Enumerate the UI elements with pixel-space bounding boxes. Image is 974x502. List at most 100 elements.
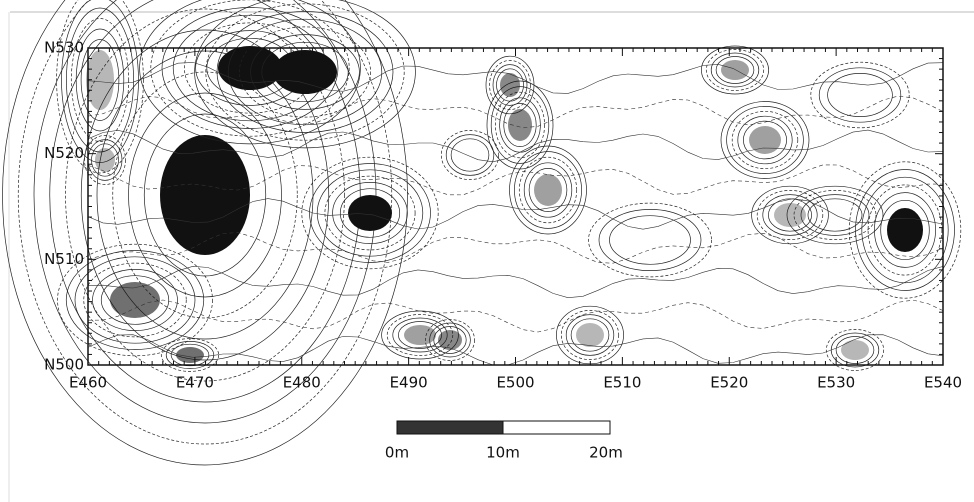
contour [205, 3, 405, 141]
contour [74, 256, 196, 344]
contour [301, 156, 439, 270]
anomaly-core [508, 109, 532, 141]
contour [80, 39, 120, 121]
y-label: N530 [44, 39, 84, 57]
contour [731, 110, 799, 170]
contour-line [87, 198, 944, 230]
contour [261, 41, 349, 103]
contour [523, 162, 573, 218]
scale-label: 20m [589, 444, 623, 462]
contour [250, 34, 360, 110]
contour [848, 161, 962, 299]
contour [786, 185, 884, 245]
anomaly-core [534, 174, 562, 206]
contour [92, 269, 178, 331]
contour [339, 188, 401, 238]
contour [440, 130, 500, 180]
contour [827, 73, 893, 117]
contour [825, 329, 885, 371]
anomaly-core [576, 323, 604, 347]
contour [560, 310, 620, 360]
contour [768, 198, 812, 232]
contour [880, 199, 930, 261]
contour [80, 29, 330, 361]
anomaly-core [273, 50, 337, 94]
contour [762, 194, 818, 236]
x-label: E510 [603, 374, 641, 392]
anomaly-core [500, 73, 520, 97]
contour [737, 115, 793, 165]
contour [84, 135, 126, 185]
anomaly-core [95, 148, 115, 172]
contour [495, 91, 545, 159]
contour-line [87, 164, 944, 196]
contour [96, 50, 314, 340]
contour [161, 7, 339, 129]
contour [490, 86, 550, 164]
contour-line [87, 95, 944, 129]
contour-line [87, 232, 944, 264]
y-label: N510 [44, 250, 84, 268]
contour [810, 61, 910, 129]
anomaly-core [841, 340, 869, 360]
contour [509, 145, 587, 235]
contour [227, 18, 383, 126]
anomaly-core [176, 347, 204, 363]
contour [710, 52, 760, 88]
contour [112, 71, 298, 319]
anomaly-core [348, 195, 392, 231]
anomaly-core [110, 282, 160, 318]
anomaly-core [86, 50, 114, 110]
anomaly-core [774, 203, 806, 227]
contour [496, 68, 524, 102]
contour [818, 67, 902, 123]
contour [324, 175, 416, 251]
contour [433, 326, 467, 354]
contour [565, 314, 615, 356]
contour [598, 209, 702, 271]
contour-line [87, 265, 944, 299]
contour [450, 138, 490, 172]
contour [874, 192, 936, 268]
contour [91, 143, 119, 177]
contour [170, 343, 210, 367]
scale-label: 0m [385, 444, 409, 462]
contour [66, 7, 134, 153]
contour [726, 106, 804, 174]
scale-label: 10m [486, 444, 520, 462]
contour-line [87, 299, 944, 333]
anomaly-core [438, 330, 462, 350]
contour [100, 275, 170, 325]
scale-bar-dark [396, 420, 504, 435]
x-label: E490 [390, 374, 428, 392]
anomaly-core [160, 135, 250, 255]
contour [70, 18, 130, 142]
x-label: E530 [817, 374, 855, 392]
contour [2, 0, 408, 466]
contour [56, 0, 144, 174]
contour [489, 60, 531, 110]
contour [855, 169, 955, 291]
y-label: N520 [44, 144, 84, 162]
x-label: E470 [176, 374, 214, 392]
x-label: E520 [710, 374, 748, 392]
contour-layer [2, 0, 962, 466]
contour [503, 103, 537, 147]
contour [75, 28, 125, 132]
contour [445, 134, 495, 176]
contour [570, 318, 610, 352]
contour [139, 0, 361, 145]
contour [518, 156, 578, 224]
contour [316, 169, 424, 257]
contour [33, 0, 377, 424]
contour [65, 250, 205, 350]
contour [720, 101, 810, 179]
contour [743, 120, 787, 160]
contour [332, 182, 408, 244]
tick-layer [87, 47, 944, 366]
contour [807, 198, 863, 232]
contour [239, 26, 371, 118]
contour [756, 190, 824, 240]
contour [861, 176, 949, 284]
contour [429, 322, 471, 358]
